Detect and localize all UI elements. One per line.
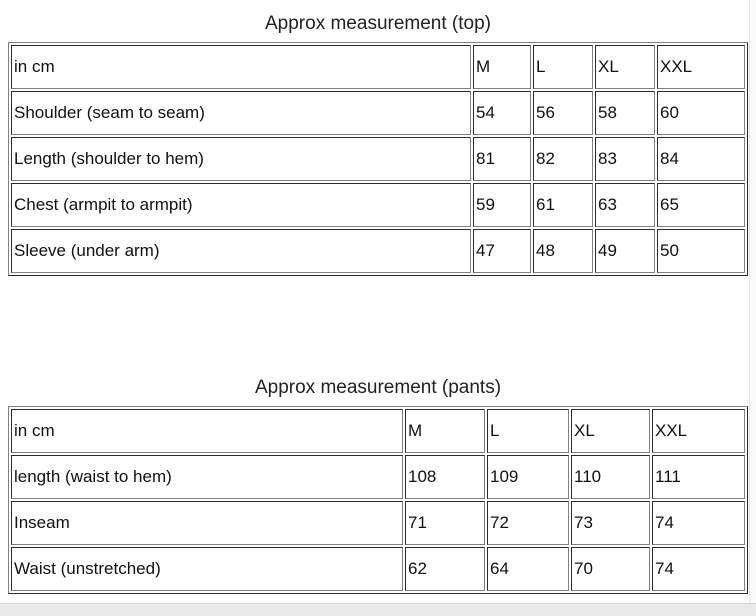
value-cell: 74 (652, 547, 745, 591)
value-cell: 81 (473, 137, 531, 181)
row-label-cell: length (waist to hem) (11, 455, 403, 499)
value-cell: 49 (595, 229, 655, 273)
table-row-sleeve: Sleeve (under arm) 47 48 49 50 (11, 229, 745, 273)
row-label-cell: Sleeve (under arm) (11, 229, 471, 273)
value-cell: 61 (533, 183, 593, 227)
pants-table-caption: Approx measurement (pants) (254, 377, 502, 398)
header-row: in cm M L XL XXL (11, 409, 745, 453)
value-cell: 110 (571, 455, 650, 499)
size-header-cell-xxl: XXL (652, 409, 745, 453)
size-header-cell-xl: XL (595, 45, 655, 89)
horizontal-scrollbar-track[interactable] (0, 603, 756, 616)
value-cell: 48 (533, 229, 593, 273)
value-cell: 64 (487, 547, 569, 591)
size-header-cell-l: L (533, 45, 593, 89)
value-cell: 59 (473, 183, 531, 227)
measurement-page: Approx measurement (top) in cm M L XL XX… (8, 13, 748, 594)
table-row-inseam: Inseam 71 72 73 74 (11, 501, 745, 545)
value-cell: 65 (657, 183, 745, 227)
value-cell: 73 (571, 501, 650, 545)
value-cell: 72 (487, 501, 569, 545)
table-row-chest: Chest (armpit to armpit) 59 61 63 65 (11, 183, 745, 227)
size-header-cell-xxl: XXL (657, 45, 745, 89)
unit-header-cell: in cm (11, 409, 403, 453)
top-table-caption: Approx measurement (top) (265, 13, 491, 34)
value-cell: 84 (657, 137, 745, 181)
row-label-cell: Inseam (11, 501, 403, 545)
table-row-length: Length (shoulder to hem) 81 82 83 84 (11, 137, 745, 181)
row-label-cell: Waist (unstretched) (11, 547, 403, 591)
value-cell: 109 (487, 455, 569, 499)
size-header-cell-m: M (473, 45, 531, 89)
vertical-scrollbar-track[interactable] (749, 0, 756, 603)
table-row-length: length (waist to hem) 108 109 110 111 (11, 455, 745, 499)
size-header-cell-m: M (405, 409, 485, 453)
table-row-shoulder: Shoulder (seam to seam) 54 56 58 60 (11, 91, 745, 135)
size-header-cell-xl: XL (571, 409, 650, 453)
value-cell: 71 (405, 501, 485, 545)
header-row: in cm M L XL XXL (11, 45, 745, 89)
pants-measurement-table: in cm M L XL XXL length (waist to hem) 1… (8, 406, 748, 594)
value-cell: 58 (595, 91, 655, 135)
value-cell: 82 (533, 137, 593, 181)
size-header-cell-l: L (487, 409, 569, 453)
value-cell: 56 (533, 91, 593, 135)
value-cell: 50 (657, 229, 745, 273)
value-cell: 74 (652, 501, 745, 545)
value-cell: 60 (657, 91, 745, 135)
value-cell: 108 (405, 455, 485, 499)
unit-header-cell: in cm (11, 45, 471, 89)
table-row-waist: Waist (unstretched) 62 64 70 74 (11, 547, 745, 591)
value-cell: 83 (595, 137, 655, 181)
value-cell: 62 (405, 547, 485, 591)
row-label-cell: Shoulder (seam to seam) (11, 91, 471, 135)
row-label-cell: Length (shoulder to hem) (11, 137, 471, 181)
value-cell: 54 (473, 91, 531, 135)
value-cell: 70 (571, 547, 650, 591)
value-cell: 47 (473, 229, 531, 273)
value-cell: 111 (652, 455, 745, 499)
row-label-cell: Chest (armpit to armpit) (11, 183, 471, 227)
value-cell: 63 (595, 183, 655, 227)
top-measurement-table: in cm M L XL XXL Shoulder (seam to seam)… (8, 42, 748, 276)
